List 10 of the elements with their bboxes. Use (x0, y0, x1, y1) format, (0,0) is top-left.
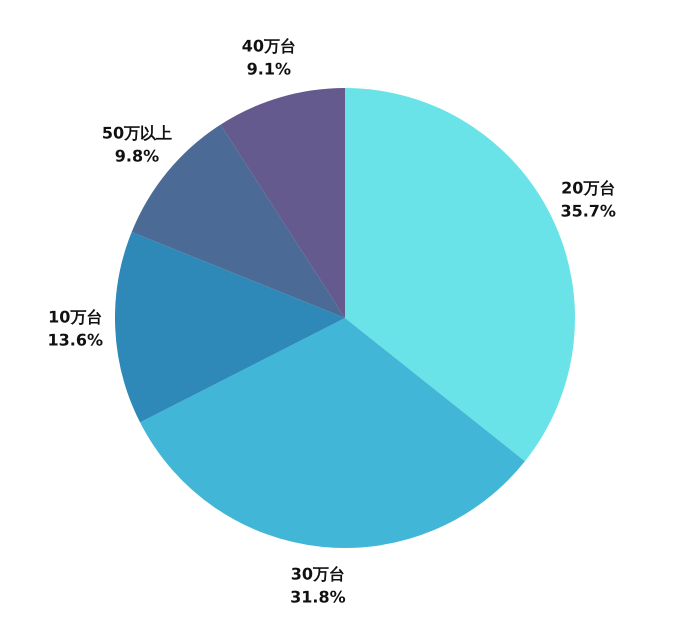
data-label: 9.1% (246, 60, 292, 79)
data-label: 35.7% (560, 201, 616, 220)
slice-label: 10万台 (48, 308, 102, 327)
slice-label: 40万台 (242, 36, 296, 56)
slice-label: 50万以上 (102, 124, 172, 143)
slice-label: 30万台 (290, 564, 346, 584)
data-label: 13.6% (48, 330, 104, 350)
slice-label: 20万台 (561, 178, 616, 198)
data-label: 31.8% (290, 587, 346, 606)
data-label: 9.8% (114, 146, 160, 166)
